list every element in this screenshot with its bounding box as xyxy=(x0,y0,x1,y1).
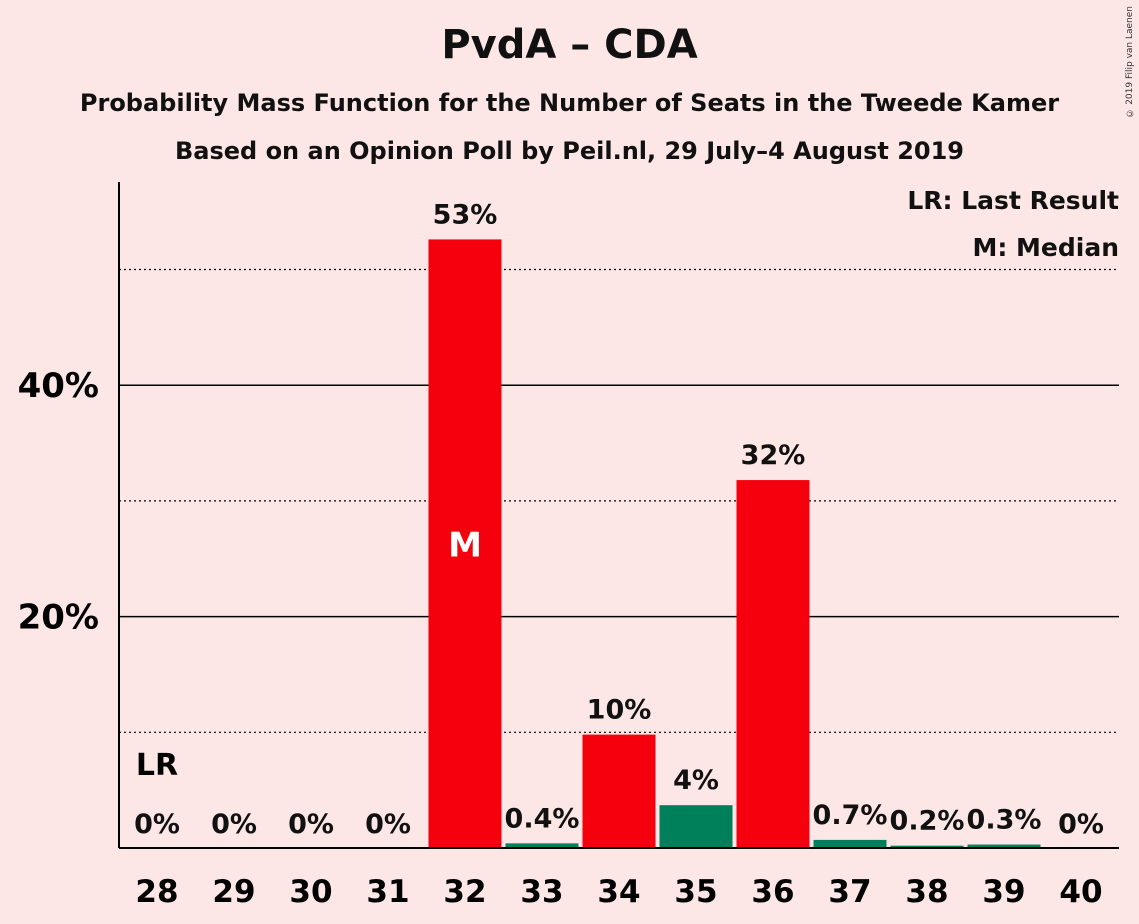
y-tick-label: 20% xyxy=(18,598,99,638)
bar-value-label: 0.7% xyxy=(813,800,888,831)
x-tick-label: 40 xyxy=(1059,874,1102,910)
bar xyxy=(890,845,964,848)
bar-value-label: 0% xyxy=(365,809,411,840)
bar xyxy=(582,734,656,848)
bar xyxy=(736,480,810,848)
x-tick-label: 39 xyxy=(982,874,1025,910)
chart-title: PvdA – CDA xyxy=(441,22,698,68)
bar-value-label: 0% xyxy=(211,809,257,840)
legend-last-result: LR: Last Result xyxy=(907,186,1119,215)
bar xyxy=(428,239,502,849)
last-result-marker: LR xyxy=(136,748,178,783)
bar-value-label: 10% xyxy=(587,695,652,726)
median-marker: M xyxy=(448,526,482,566)
bar xyxy=(659,805,733,848)
x-tick-label: 38 xyxy=(905,874,948,910)
bar xyxy=(813,839,887,848)
bar xyxy=(967,844,1041,848)
x-tick-label: 33 xyxy=(520,874,563,910)
x-tick-label: 34 xyxy=(597,874,640,910)
bar-value-label: 0.4% xyxy=(505,803,580,834)
x-tick-label: 36 xyxy=(751,874,794,910)
bar-value-label: 32% xyxy=(741,440,806,471)
x-tick-label: 31 xyxy=(366,874,409,910)
y-tick-label: 40% xyxy=(18,366,99,406)
bar-value-label: 0% xyxy=(134,809,180,840)
x-tick-label: 35 xyxy=(674,874,717,910)
bar-value-label: 4% xyxy=(673,765,719,796)
chart-subtitle-source: Based on an Opinion Poll by Peil.nl, 29 … xyxy=(174,137,965,165)
x-tick-label: 37 xyxy=(828,874,871,910)
legend-median: M: Median xyxy=(972,233,1119,262)
bar-value-label: 53% xyxy=(433,199,498,230)
bar-value-label: 0.2% xyxy=(890,806,965,837)
x-tick-label: 28 xyxy=(135,874,178,910)
x-tick-label: 29 xyxy=(212,874,255,910)
chart-subtitle: Probability Mass Function for the Number… xyxy=(79,89,1060,117)
bar-value-label: 0% xyxy=(1058,809,1104,840)
x-tick-label: 32 xyxy=(443,874,486,910)
x-tick-label: 30 xyxy=(289,874,332,910)
bar-value-label: 0% xyxy=(288,809,334,840)
bar-value-label: 0.3% xyxy=(967,805,1042,836)
bar xyxy=(505,843,579,848)
